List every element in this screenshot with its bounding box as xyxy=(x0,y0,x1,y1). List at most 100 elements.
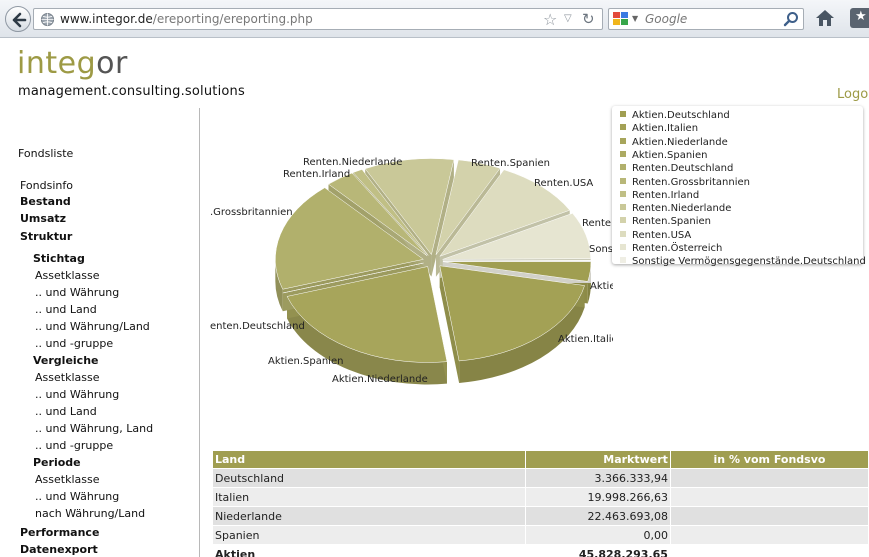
legend-label: Sonstige Vermögensgegenstände.Deutschlan… xyxy=(632,256,866,268)
right-logo-text: Logo xyxy=(837,87,869,102)
legend-item[interactable]: Aktien.Spanien xyxy=(620,150,707,161)
label-renten-irland: Renten.Irland xyxy=(283,169,350,180)
column-header-land[interactable]: Land xyxy=(212,450,526,469)
legend-item[interactable]: Renten.Grossbritannien xyxy=(620,177,750,188)
reload-icon[interactable]: ↻ xyxy=(582,10,595,28)
pie-slice-renten-niederlande-edge-1 xyxy=(431,159,454,277)
sidebar-nav: Fondsliste Fondsinfo Bestand Umsatz Stru… xyxy=(0,108,200,557)
nav-vergleiche-waehrung-land[interactable]: .. und Währung, Land xyxy=(35,422,154,435)
cell-marktwert: 19.998.266,63 xyxy=(524,487,671,507)
legend-item[interactable]: Aktien.Italien xyxy=(620,123,698,134)
legend-item[interactable]: Aktien.Deutschland xyxy=(620,110,730,121)
nav-stichtag-waehrung[interactable]: .. und Währung xyxy=(35,286,120,299)
legend-swatch xyxy=(620,137,626,144)
label-renten-usa: Renten.USA xyxy=(534,178,593,189)
back-arrow-icon xyxy=(12,12,27,28)
nav-vergleiche-gruppe[interactable]: .. und -gruppe xyxy=(35,439,114,452)
nav-vergleiche-assetklasse[interactable]: Assetklasse xyxy=(35,371,100,384)
nav-stichtag-gruppe[interactable]: .. und -gruppe xyxy=(35,337,114,350)
label-renten-grossbritannien: .Grossbritannien xyxy=(210,207,293,218)
pie-slice-aktien-italien-edge-1 xyxy=(439,265,460,383)
search-bar[interactable]: ▼ Google xyxy=(608,8,804,30)
nav-vergleiche[interactable]: Vergleiche xyxy=(33,354,99,367)
legend-swatch xyxy=(620,230,626,237)
nav-struktur[interactable]: Struktur xyxy=(20,230,73,243)
pie-slice-aktien-deutschland[interactable] xyxy=(442,261,592,282)
pie-slice-renten-grossbritannien[interactable] xyxy=(328,172,428,256)
bookmarks-icon[interactable]: ★ xyxy=(850,8,869,28)
legend-swatch xyxy=(620,150,626,157)
nav-stichtag-assetklasse[interactable]: Assetklasse xyxy=(35,269,100,282)
label-sonstige: Sons xyxy=(589,244,613,255)
pie-slice-renten-spanien[interactable] xyxy=(435,159,501,255)
legend-item[interactable]: Renten.Irland xyxy=(620,190,699,201)
pie-slice-aktien-spanien[interactable] xyxy=(282,262,424,294)
pie-slice-renten-sterreich[interactable] xyxy=(442,213,591,260)
nav-datenexport[interactable]: Datenexport xyxy=(20,543,98,556)
label-renten-deutschland: enten.Deutschland xyxy=(210,321,305,332)
cell-land: Italien xyxy=(212,487,526,507)
search-icon[interactable] xyxy=(783,11,799,27)
legend-item[interactable]: Aktien.Niederlande xyxy=(620,137,728,148)
pie-slice-renten-deutschland[interactable] xyxy=(275,187,424,290)
pie-slice-sonstige-verm-gensgegenst-nde-deutschland[interactable] xyxy=(442,260,592,262)
legend-label: Renten.Grossbritannien xyxy=(632,176,750,188)
nav-periode-waehrung[interactable]: .. und Währung xyxy=(35,490,120,503)
legend-label: Aktien.Spanien xyxy=(632,149,708,161)
nav-umsatz[interactable]: Umsatz xyxy=(20,212,67,225)
bookmark-star-icon[interactable]: ☆ xyxy=(543,10,558,29)
url-bar[interactable]: www.integor.de/ereporting/ereporting.php… xyxy=(33,8,603,30)
legend-item[interactable]: Renten.Niederlande xyxy=(620,203,731,214)
label-renten-oesterreich: Renten xyxy=(582,218,613,229)
pie-slice-renten-irland[interactable] xyxy=(352,169,429,256)
cell-summary-marktwert: 45.828.293,65 xyxy=(524,544,671,557)
pie-slice-renten-usa[interactable] xyxy=(439,169,571,257)
legend-label: Renten.Österreich xyxy=(632,243,723,254)
cell-percent xyxy=(669,525,869,545)
column-header-percent[interactable]: in % vom Fondsvo xyxy=(669,450,869,469)
search-engine-dropdown-icon[interactable]: ▼ xyxy=(632,14,639,23)
nav-performance[interactable]: Performance xyxy=(20,526,100,539)
cell-marktwert: 3.366.333,94 xyxy=(524,468,671,488)
pie-slice-aktien-niederlande[interactable] xyxy=(286,266,448,363)
nav-stichtag-waehrung-land[interactable]: .. und Währung/Land xyxy=(35,320,150,333)
globe-icon xyxy=(40,12,55,27)
legend-swatch xyxy=(620,164,626,171)
nav-periode-waehrung-land[interactable]: nach Währung/Land xyxy=(35,507,146,520)
legend-item[interactable]: Renten.Österreich xyxy=(620,243,722,254)
nav-fondsinfo[interactable]: Fondsinfo xyxy=(20,179,73,192)
column-header-marktwert[interactable]: Marktwert xyxy=(524,450,671,469)
nav-vergleiche-land[interactable]: .. und Land xyxy=(35,405,97,418)
pie-slice-aktien-italien[interactable] xyxy=(439,265,585,362)
label-aktien-italien: Aktien.Italien xyxy=(558,334,613,345)
cell-marktwert: 22.463.693,08 xyxy=(524,506,671,526)
home-icon[interactable] xyxy=(814,8,836,28)
tagline: management.consulting.solutions xyxy=(18,84,245,99)
nav-vergleiche-waehrung[interactable]: .. und Währung xyxy=(35,388,120,401)
back-button[interactable] xyxy=(5,6,31,32)
nav-fondsliste[interactable]: Fondsliste xyxy=(18,147,74,160)
legend-label: Renten.Irland xyxy=(632,189,700,201)
pie-slice-renten-niederlande[interactable] xyxy=(364,158,455,256)
legend-label: Aktien.Deutschland xyxy=(632,110,730,121)
legend-swatch xyxy=(620,190,626,197)
legend-label: Aktien.Niederlande xyxy=(632,136,728,148)
table-header-row: Land Marktwert in % vom Fondsvo xyxy=(212,450,869,469)
legend-label: Renten.Niederlande xyxy=(632,203,732,215)
cell-percent xyxy=(669,468,869,488)
nav-periode[interactable]: Periode xyxy=(33,456,81,469)
cell-percent xyxy=(669,487,869,507)
nav-bestand[interactable]: Bestand xyxy=(20,195,71,208)
legend-item[interactable]: Sonstige Vermögensgegenstände.Deutschlan… xyxy=(620,256,866,267)
search-input[interactable]: Google xyxy=(645,12,688,26)
legend-swatch xyxy=(620,217,626,224)
legend-item[interactable]: Renten.USA xyxy=(620,230,691,241)
google-logo-icon[interactable] xyxy=(613,12,629,26)
legend-item[interactable]: Renten.Deutschland xyxy=(620,163,733,174)
legend-item[interactable]: Renten.Spanien xyxy=(620,216,711,227)
url-dropdown-icon[interactable]: ▽ xyxy=(564,13,572,24)
table-summary-row: Aktien 45.828.293,65 xyxy=(212,544,869,557)
nav-stichtag[interactable]: Stichtag xyxy=(33,252,85,265)
nav-stichtag-land[interactable]: .. und Land xyxy=(35,303,97,316)
nav-periode-assetklasse[interactable]: Assetklasse xyxy=(35,473,100,486)
